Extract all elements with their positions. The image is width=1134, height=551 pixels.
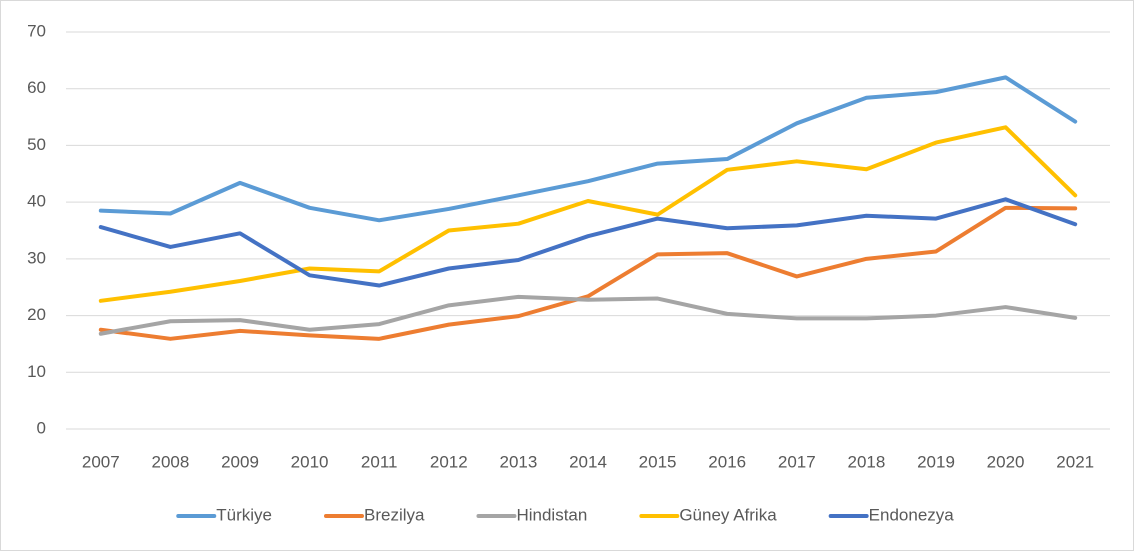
y-tick-label: 70: [27, 21, 46, 40]
x-tick-label: 2020: [987, 452, 1025, 471]
x-tick-label: 2014: [569, 452, 607, 471]
x-tick-label: 2021: [1056, 452, 1094, 471]
series-line: [98, 205, 1078, 341]
y-tick-label: 60: [27, 78, 46, 97]
legend-label: Güney Afrika: [679, 505, 777, 524]
legend-label: Brezilya: [364, 505, 425, 524]
x-tick-label: 2018: [847, 452, 885, 471]
x-tick-label: 2009: [221, 452, 259, 471]
series-line: [98, 197, 1078, 288]
x-tick-label: 2012: [430, 452, 468, 471]
y-tick-label: 10: [27, 362, 46, 381]
x-tick-label: 2008: [151, 452, 189, 471]
x-tick-label: 2017: [778, 452, 816, 471]
series-line: [98, 125, 1078, 303]
y-tick-label: 40: [27, 192, 46, 211]
y-tick-label: 30: [27, 248, 46, 267]
x-tick-label: 2019: [917, 452, 955, 471]
legend-label: Türkiye: [216, 505, 272, 524]
y-tick-label: 0: [37, 418, 46, 437]
y-tick-label: 20: [27, 305, 46, 324]
legend-label: Endonezya: [869, 505, 955, 524]
series-line: [98, 294, 1078, 336]
x-tick-label: 2015: [639, 452, 677, 471]
x-tick-label: 2013: [499, 452, 537, 471]
legend-label: Hindistan: [516, 505, 587, 524]
y-tick-label: 50: [27, 135, 46, 154]
x-tick-label: 2010: [291, 452, 329, 471]
x-tick-label: 2011: [361, 452, 398, 471]
series-line: [98, 75, 1078, 223]
x-tick-label: 2007: [82, 452, 120, 471]
x-tick-label: 2016: [708, 452, 746, 471]
